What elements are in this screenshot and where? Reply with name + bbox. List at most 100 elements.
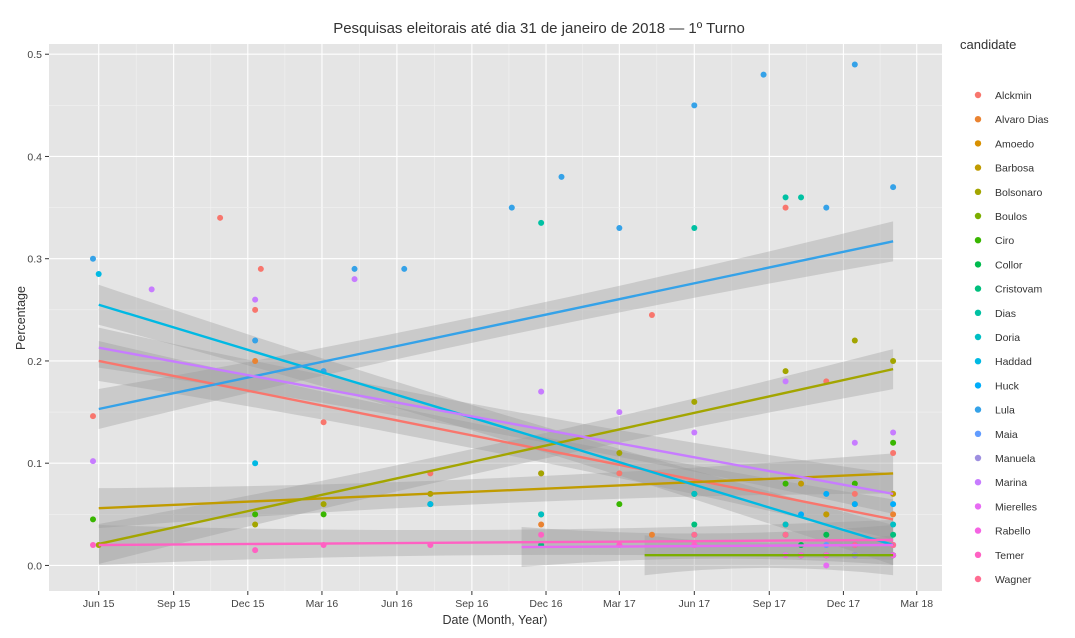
y-tick-label: 0.5 (27, 49, 42, 61)
data-point (782, 480, 789, 487)
legend-swatch (974, 237, 982, 244)
legend-item[interactable]: Ciro (974, 235, 1015, 247)
data-point (890, 501, 897, 508)
data-point (890, 449, 897, 456)
y-tick-label: 0.2 (27, 356, 42, 368)
data-point (538, 511, 545, 518)
legend-item[interactable]: Barbosa (974, 163, 1034, 175)
legend-item[interactable]: Wagner (974, 574, 1032, 586)
trend-line (98, 538, 894, 547)
legend-title: candidate (960, 37, 1016, 52)
legend-item[interactable]: Temer (974, 550, 1025, 562)
data-point (89, 413, 96, 420)
legend-item[interactable]: Huck (974, 380, 1020, 392)
data-point (890, 429, 897, 436)
legend-item[interactable]: Cristovam (974, 284, 1043, 296)
legend-item[interactable]: Dias (974, 308, 1016, 320)
x-tick-label: Dec 15 (231, 598, 264, 610)
legend-swatch (974, 164, 982, 171)
data-point (798, 194, 805, 201)
legend-swatch (974, 527, 982, 534)
legend-item[interactable]: Maia (974, 429, 1018, 441)
legend-swatch (974, 575, 982, 583)
data-point (538, 521, 545, 528)
data-point (95, 271, 102, 278)
data-point (890, 439, 897, 446)
data-point (351, 265, 358, 272)
x-axis-ticks: Jun 15 Sep 15 Dec 15 Mar 16 Jun 16 Sep 16 Dec … (83, 591, 933, 610)
data-point (252, 547, 259, 554)
legend-swatch (974, 91, 982, 99)
data-point (648, 311, 655, 318)
legend-item[interactable]: Alvaro Dias (974, 114, 1049, 126)
data-point (616, 449, 623, 456)
data-point (538, 219, 545, 226)
data-point (89, 516, 96, 523)
legend-swatch (974, 382, 982, 389)
legend-item[interactable]: Lula (974, 405, 1015, 417)
trend-line (98, 367, 894, 546)
legend-item[interactable]: Boulos (974, 211, 1027, 223)
trend-line (98, 303, 894, 547)
legend-label: Barbosa (995, 163, 1034, 175)
x-tick-label: Mar 17 (603, 598, 636, 610)
legend-label: Doria (995, 332, 1020, 344)
x-tick-label: Mar 18 (900, 598, 933, 610)
trend-line (98, 359, 894, 521)
legend-item[interactable]: Mierelles (974, 501, 1037, 513)
legend-item[interactable]: Marina (974, 477, 1027, 489)
data-point (252, 337, 259, 344)
legend-label: Marina (995, 477, 1027, 489)
data-point (427, 501, 434, 508)
data-point (691, 521, 698, 528)
data-point (616, 225, 623, 232)
data-point (320, 419, 327, 426)
data-point (616, 470, 623, 477)
legend-item[interactable]: Doria (974, 332, 1020, 344)
data-point (691, 102, 698, 109)
legend-swatch (974, 140, 982, 147)
data-point (538, 388, 545, 395)
legend-item[interactable]: Rabello (974, 526, 1031, 538)
trend-line (521, 543, 894, 549)
legend-item[interactable]: Collor (974, 259, 1023, 271)
data-point (616, 409, 623, 416)
legend-swatch (974, 503, 982, 510)
legend-item[interactable]: Haddad (974, 356, 1032, 368)
data-point (782, 194, 789, 201)
data-point (89, 255, 96, 262)
legend-label: Bolsonaro (995, 187, 1042, 199)
legend-swatch (974, 212, 982, 220)
legend-item[interactable]: Bolsonaro (974, 187, 1043, 199)
legend-swatch (974, 333, 982, 341)
legend-swatch (974, 430, 982, 437)
x-tick-label: Sep 15 (157, 598, 190, 610)
trend-line (98, 472, 894, 510)
legend-swatch (974, 479, 982, 486)
data-point (851, 439, 858, 446)
legend-label: Lula (995, 405, 1015, 417)
legend[interactable]: Alckmin Alvaro Dias Amoedo Barbosa Bolsonaro… (974, 90, 1049, 586)
legend-label: Alvaro Dias (995, 114, 1049, 126)
legend-label: Ciro (995, 235, 1014, 247)
legend-swatch (974, 358, 982, 365)
x-tick-label: Jun 17 (679, 598, 711, 610)
legend-label: Maia (995, 429, 1018, 441)
data-point (691, 531, 698, 538)
data-point (558, 173, 565, 180)
data-point (782, 531, 789, 538)
legend-item[interactable]: Alckmin (974, 90, 1032, 102)
legend-item[interactable]: Amoedo (974, 138, 1034, 150)
legend-item[interactable]: Manuela (974, 453, 1036, 465)
data-point (890, 511, 897, 518)
data-point (890, 357, 897, 364)
data-point (823, 562, 830, 569)
data-point (252, 357, 259, 364)
data-point (890, 521, 897, 528)
data-point (89, 458, 96, 465)
data-point (691, 429, 698, 436)
data-point (823, 204, 830, 211)
data-point (538, 470, 545, 477)
data-point (148, 286, 155, 293)
